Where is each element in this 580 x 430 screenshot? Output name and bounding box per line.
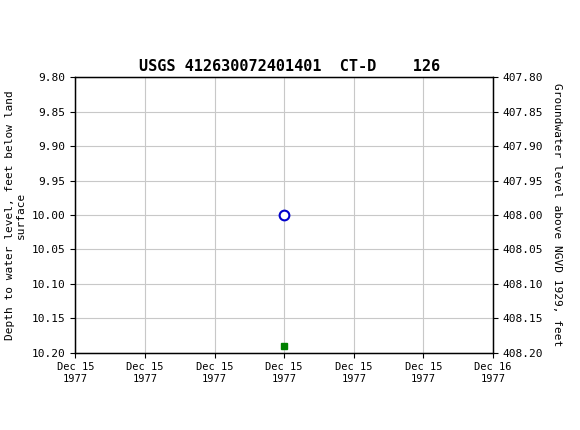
Text: ≡USGS: ≡USGS: [17, 16, 76, 35]
Y-axis label: Groundwater level above NGVD 1929, feet: Groundwater level above NGVD 1929, feet: [552, 83, 561, 347]
Y-axis label: Depth to water level, feet below land
surface: Depth to water level, feet below land su…: [5, 90, 26, 340]
Text: USGS 412630072401401  CT-D    126: USGS 412630072401401 CT-D 126: [139, 59, 441, 74]
